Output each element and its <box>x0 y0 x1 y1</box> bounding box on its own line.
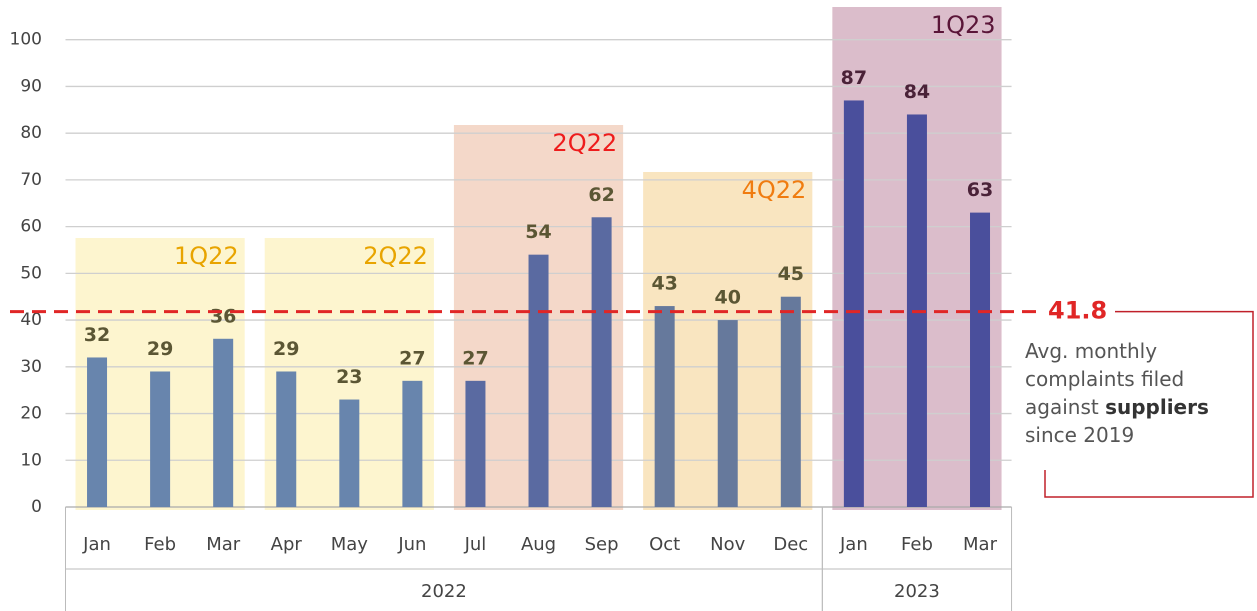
reference-label: 41.8 <box>1048 297 1107 325</box>
y-tick-label: 100 <box>10 30 42 50</box>
annotation-segment: against <box>1025 395 1105 419</box>
bar <box>843 100 864 507</box>
x-tick-label: Mar <box>206 534 241 555</box>
annotation-text: since 2019 <box>1025 423 1134 447</box>
annotation-bracket <box>1044 310 1254 498</box>
bar <box>213 338 234 507</box>
y-tick-label: 50 <box>20 263 42 283</box>
annotation-text: Avg. monthly <box>1025 339 1157 363</box>
value-label: 43 <box>651 273 677 295</box>
value-label: 45 <box>778 263 804 285</box>
y-tick-label: 30 <box>20 357 42 377</box>
value-label: 36 <box>210 305 236 327</box>
y-tick-label: 60 <box>20 217 42 237</box>
group-label: 2022 <box>421 581 467 602</box>
x-tick-label: Nov <box>710 534 745 555</box>
bar <box>528 254 549 507</box>
quarter-label: 2Q22 <box>552 129 617 157</box>
bar <box>654 306 675 507</box>
bar <box>465 380 486 507</box>
x-tick-label: Jan <box>839 534 868 555</box>
bar <box>402 380 423 507</box>
x-tick-label: Jun <box>397 534 426 555</box>
value-label: 29 <box>273 338 299 360</box>
quarter-label: 4Q22 <box>742 176 807 204</box>
annotation-segment: Avg. monthly <box>1025 339 1157 363</box>
value-label: 54 <box>525 221 551 243</box>
value-label: 29 <box>147 338 173 360</box>
y-tick-label: 20 <box>20 404 42 424</box>
y-tick-label: 90 <box>20 76 42 96</box>
bar <box>339 399 360 507</box>
x-tick-label: Apr <box>271 534 303 555</box>
bar <box>970 212 991 507</box>
x-tick-label: Sep <box>585 534 619 555</box>
value-label: 87 <box>841 67 867 89</box>
value-label: 62 <box>588 184 614 206</box>
annotation-text: against suppliers <box>1025 395 1209 419</box>
y-tick-label: 10 <box>20 450 42 470</box>
value-label: 32 <box>84 324 110 346</box>
value-label: 27 <box>399 347 425 369</box>
bar <box>780 296 801 507</box>
x-tick-label: Jan <box>82 534 111 555</box>
y-tick-label: 40 <box>20 310 42 330</box>
annotation-text: complaints filed <box>1025 367 1184 391</box>
y-tick-label: 70 <box>20 170 42 190</box>
annotation-segment: since 2019 <box>1025 423 1134 447</box>
value-label: 84 <box>904 81 930 103</box>
bar <box>717 320 738 507</box>
value-label: 27 <box>462 347 488 369</box>
y-tick-label: 80 <box>20 123 42 143</box>
y-tick-label: 0 <box>31 497 42 517</box>
quarter-label: 1Q23 <box>931 11 996 39</box>
bar <box>87 357 108 507</box>
x-tick-label: Mar <box>963 534 998 555</box>
x-tick-label: Dec <box>773 534 808 555</box>
x-tick-label: Jul <box>464 534 487 555</box>
quarter-label: 2Q22 <box>363 242 428 270</box>
quarter-label: 1Q22 <box>174 242 239 270</box>
x-tick-label: Feb <box>901 534 933 555</box>
x-tick-label: Oct <box>649 534 680 555</box>
annotation-segment: complaints filed <box>1025 367 1184 391</box>
value-label: 23 <box>336 366 362 388</box>
x-tick-label: Feb <box>144 534 176 555</box>
group-label: 2023 <box>894 581 940 602</box>
value-label: 63 <box>967 179 993 201</box>
bar <box>591 217 612 507</box>
x-tick-label: Aug <box>521 534 556 555</box>
bar <box>150 371 171 507</box>
x-tick-label: May <box>331 534 369 555</box>
bar <box>276 371 297 507</box>
value-label: 40 <box>715 287 741 309</box>
annotation-segment: suppliers <box>1105 395 1209 419</box>
